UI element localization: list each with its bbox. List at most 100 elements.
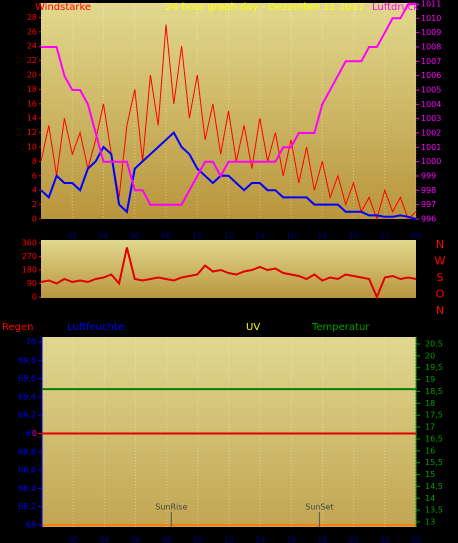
panel-climate	[42, 337, 416, 527]
y-tick-label: 68	[26, 521, 36, 530]
y-tick-label: 28	[27, 13, 37, 22]
y-tick-label: 18	[425, 399, 435, 408]
x-tick-label: 14	[255, 536, 265, 543]
y-tick-label: 8	[32, 157, 37, 166]
legend-temperature: Temperatur	[311, 322, 370, 333]
y-tick-label: 16,5	[425, 434, 443, 443]
y-tick-label: 1001	[421, 143, 441, 152]
y-tick-label: 20	[27, 71, 37, 80]
y-tick-label: 6	[32, 171, 37, 180]
series-line	[40, 130, 417, 220]
direction-label: N	[436, 304, 444, 317]
y-tick-label: 270	[22, 252, 37, 261]
y-tick-label: 68,6	[18, 466, 36, 475]
y-tick-label: 17	[425, 423, 435, 432]
legend-rain: Regen	[2, 322, 34, 333]
y-tick-label: 20	[425, 351, 435, 360]
y-tick-label: 16	[27, 99, 37, 108]
y-tick-label: 69,8	[18, 356, 36, 365]
uv-label: UV	[246, 322, 260, 333]
y-tick-label: 999	[421, 172, 436, 181]
y-tick-label: 15	[425, 470, 435, 479]
y-tick-label: 1011	[421, 0, 441, 9]
y-tick-label: 22	[27, 56, 37, 65]
y-tick-label: 1000	[421, 157, 441, 166]
y-tick-label: 1006	[421, 71, 441, 80]
x-tick-label: 02	[68, 536, 78, 543]
x-tick-label: 04	[99, 536, 109, 543]
x-tick-label: 00	[411, 232, 421, 241]
chart-title: 24 hour graph day - Dezember 11 2017	[166, 2, 365, 13]
x-tick-label: 04	[98, 232, 108, 241]
y-label: Luftfeuchte	[67, 322, 124, 333]
y-tick-label: 996	[421, 215, 436, 224]
direction-label: W	[435, 255, 446, 268]
x-tick-label: 16	[286, 536, 296, 543]
direction-label: S	[437, 271, 444, 284]
y-tick-label: 16	[425, 446, 435, 455]
y-tick-label: 26	[27, 27, 37, 36]
y-tick-label: 70	[26, 338, 36, 347]
y-tick-label: 20,5	[425, 340, 443, 349]
y-label: Windstärke	[35, 2, 91, 13]
x-tick-label: 16	[286, 232, 296, 241]
y-tick-label: 14	[425, 494, 435, 503]
x-tick-label: 18	[317, 232, 327, 241]
series-line	[41, 3, 416, 206]
y-tick-label: 1010	[421, 14, 441, 23]
y-tick-label: 1009	[421, 28, 441, 37]
y-tick-label: 1002	[421, 129, 441, 138]
y-tick-label: 18,5	[425, 387, 443, 396]
y-tick-label: 69,6	[18, 374, 36, 383]
y-tick-label: 10	[27, 143, 37, 152]
y-tick-label: 18	[27, 85, 37, 94]
x-tick-label: 12	[223, 232, 233, 241]
y-tick-label: 15,5	[425, 458, 443, 467]
y-tick-label: 13,5	[425, 506, 443, 515]
y-tick-label: 998	[421, 186, 436, 195]
y-tick-label: 68,8	[18, 447, 36, 456]
y-tick-label: 19	[425, 375, 435, 384]
y-tick-label: 19,5	[425, 363, 443, 372]
x-tick-label: 12	[224, 536, 234, 543]
x-tick-label: 02	[67, 232, 77, 241]
y-tick-label: 12	[27, 128, 37, 137]
y-tick-label: 0	[32, 429, 37, 438]
y-tick-label: 24	[27, 42, 37, 51]
annotation-label: SunRise	[155, 503, 187, 512]
x-tick-label: 08	[161, 232, 171, 241]
y-tick-label: 997	[421, 200, 436, 209]
y-tick-label: 14	[27, 114, 37, 123]
x-tick-label: 18	[317, 536, 327, 543]
y2-label: Luftdruck	[372, 2, 419, 13]
y-tick-label: 1003	[421, 114, 441, 123]
series-line	[40, 24, 417, 221]
x-tick-label: 06	[130, 536, 140, 543]
panel-direction	[41, 240, 416, 298]
x-tick-label: 22	[380, 232, 390, 241]
y-tick-label: 68,2	[18, 502, 36, 511]
x-tick-label: 14	[255, 232, 265, 241]
x-tick-label: 20	[348, 232, 358, 241]
y-tick-label: 0	[32, 293, 37, 302]
y-tick-label: 69,2	[18, 411, 36, 420]
y-tick-label: 2	[32, 200, 37, 209]
y-tick-label: 0	[32, 215, 37, 224]
y-tick-label: 180	[22, 266, 37, 275]
x-tick-label: 08	[162, 536, 172, 543]
y-tick-label: 17,5	[425, 411, 443, 420]
y-tick-label: 90	[27, 279, 37, 288]
annotation-label: SunSet	[305, 503, 333, 512]
x-tick-label: 10	[193, 536, 203, 543]
y-tick-label: 68,4	[18, 484, 36, 493]
x-tick-label: 22	[380, 536, 390, 543]
direction-label: O	[436, 288, 445, 301]
x-tick-label: 10	[192, 232, 202, 241]
y-tick-label: 1008	[421, 43, 441, 52]
y-tick-label: 69	[26, 429, 36, 438]
y-tick-label: 69,4	[18, 392, 36, 401]
y-tick-label: 1007	[421, 57, 441, 66]
x-tick-label: 06	[130, 232, 140, 241]
